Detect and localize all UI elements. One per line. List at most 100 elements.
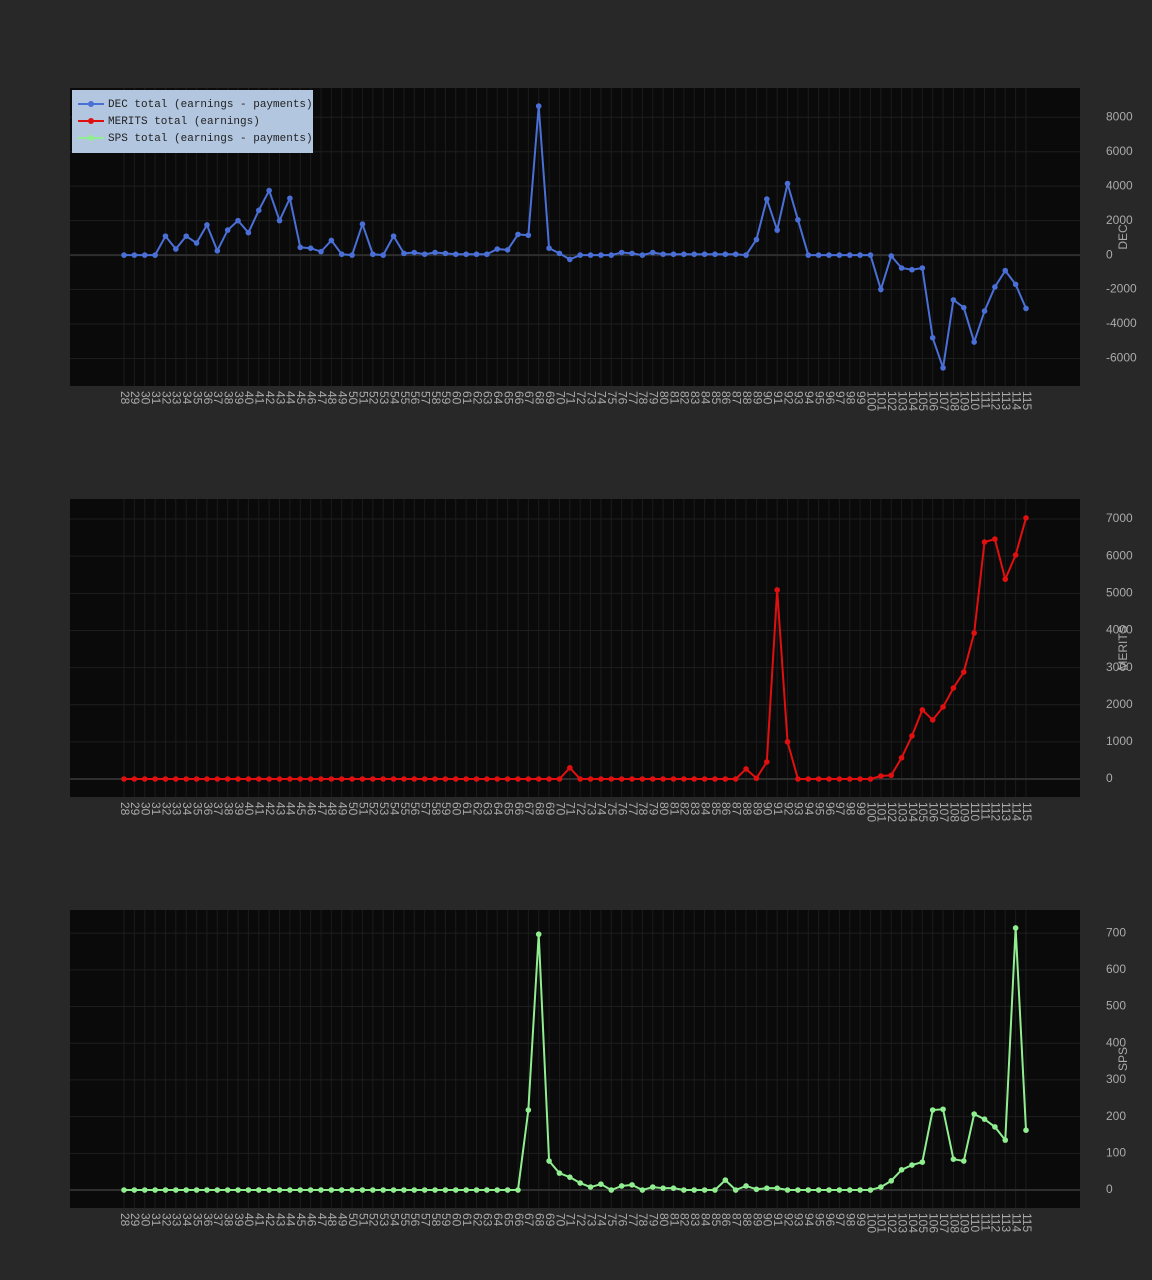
x-tick-label: 88	[740, 391, 754, 405]
data-point	[276, 776, 283, 782]
data-point	[504, 1187, 511, 1193]
x-tick-label: 55	[398, 391, 412, 405]
data-point	[370, 251, 376, 258]
x-tick-label: 67	[522, 391, 536, 405]
x-tick-label: 39	[232, 391, 246, 405]
x-tick-label: 89	[750, 1213, 764, 1227]
y-tick-label: 1000	[1106, 734, 1133, 748]
x-tick-label: 105	[916, 802, 930, 822]
x-tick-label: 79	[647, 1213, 661, 1227]
x-tick-label: 104	[906, 802, 920, 822]
x-tick-label: 72	[574, 391, 588, 405]
data-point	[774, 1185, 780, 1191]
x-tick-label: 108	[947, 1213, 961, 1233]
x-tick-label: 114	[1009, 1213, 1023, 1232]
y-tick-label: -4000	[1106, 316, 1137, 330]
data-point	[681, 251, 687, 258]
x-tick-label: 37	[211, 391, 225, 405]
data-point	[401, 1187, 407, 1193]
x-tick-label: 74	[595, 802, 609, 816]
data-point	[950, 1156, 957, 1162]
x-tick-label: 85	[709, 391, 723, 405]
data-point	[245, 229, 252, 236]
x-tick-label: 77	[626, 802, 640, 816]
x-tick-label: 94	[802, 391, 816, 405]
x-tick-label: 101	[875, 1213, 889, 1233]
data-point	[401, 776, 407, 782]
x-tick-label: 110	[968, 1213, 982, 1232]
series-line	[124, 517, 1027, 780]
data-point	[629, 1182, 635, 1188]
data-point	[535, 103, 542, 109]
x-tick-label: 89	[750, 391, 764, 405]
data-point	[504, 776, 511, 782]
data-point	[960, 304, 967, 311]
data-point	[245, 776, 252, 782]
x-tick-label: 70	[553, 391, 567, 405]
x-tick-label: 53	[377, 802, 391, 816]
data-point	[732, 776, 739, 782]
data-point	[484, 1187, 490, 1193]
x-tick-label: 69	[543, 391, 557, 405]
x-tick-label: 45	[294, 391, 308, 405]
data-point	[359, 776, 366, 782]
x-tick-label: 40	[242, 802, 256, 816]
data-point	[1002, 1137, 1009, 1143]
x-tick-label: 77	[626, 391, 640, 405]
x-tick-label: 81	[667, 802, 681, 816]
data-point	[131, 776, 138, 782]
x-tick-label: 34	[180, 1213, 194, 1227]
x-tick-label: 87	[730, 802, 744, 816]
x-tick-label: 111	[978, 1213, 992, 1232]
data-point	[722, 1177, 729, 1183]
x-tick-label: 46	[304, 1213, 318, 1227]
data-point	[795, 216, 801, 223]
data-point	[649, 1184, 656, 1190]
x-tick-label: 84	[698, 391, 712, 405]
x-tick-label: 32	[159, 1213, 173, 1227]
x-tick-label: 73	[584, 1213, 598, 1227]
data-point	[660, 776, 666, 782]
x-tick-label: 66	[512, 1213, 526, 1227]
data-point	[162, 233, 169, 239]
data-point	[732, 251, 739, 258]
x-tick-label: 82	[678, 391, 692, 405]
x-tick-label: 91	[771, 1213, 785, 1227]
x-tick-label: 75	[605, 391, 619, 405]
data-point	[245, 1187, 252, 1193]
x-tick-label: 73	[584, 391, 598, 405]
data-point	[318, 248, 324, 255]
data-point	[121, 776, 127, 782]
x-tick-label: 36	[201, 391, 215, 405]
data-point	[919, 707, 926, 713]
x-tick-label: 28	[118, 802, 132, 816]
x-tick-label: 80	[657, 802, 671, 816]
data-point	[743, 252, 749, 258]
x-tick-label: 49	[336, 802, 350, 816]
x-tick-label: 32	[159, 391, 173, 405]
x-tick-label: 41	[253, 1213, 267, 1227]
data-point	[349, 1187, 355, 1193]
x-tick-label: 111	[978, 391, 992, 410]
y-axis-title: MERITS	[1116, 625, 1130, 670]
data-point	[587, 1184, 594, 1190]
x-tick-label: 62	[470, 391, 484, 405]
data-point	[235, 217, 241, 224]
x-tick-label: 115	[1020, 391, 1034, 410]
x-tick-label: 96	[823, 1213, 837, 1227]
x-tick-label: 81	[667, 1213, 681, 1227]
data-point	[857, 776, 863, 782]
plot-area	[70, 499, 1080, 797]
data-point	[276, 1187, 283, 1193]
legend-label: MERITS total (earnings)	[108, 116, 260, 128]
data-point	[224, 227, 231, 233]
x-tick-label: 44	[284, 802, 298, 816]
data-point	[380, 1187, 386, 1193]
x-tick-label: 48	[325, 802, 339, 816]
x-tick-label: 58	[429, 391, 443, 405]
data-point	[224, 776, 231, 782]
data-point	[297, 776, 304, 782]
y-tick-label: 500	[1106, 999, 1126, 1013]
x-tick-label: 29	[128, 1213, 142, 1227]
